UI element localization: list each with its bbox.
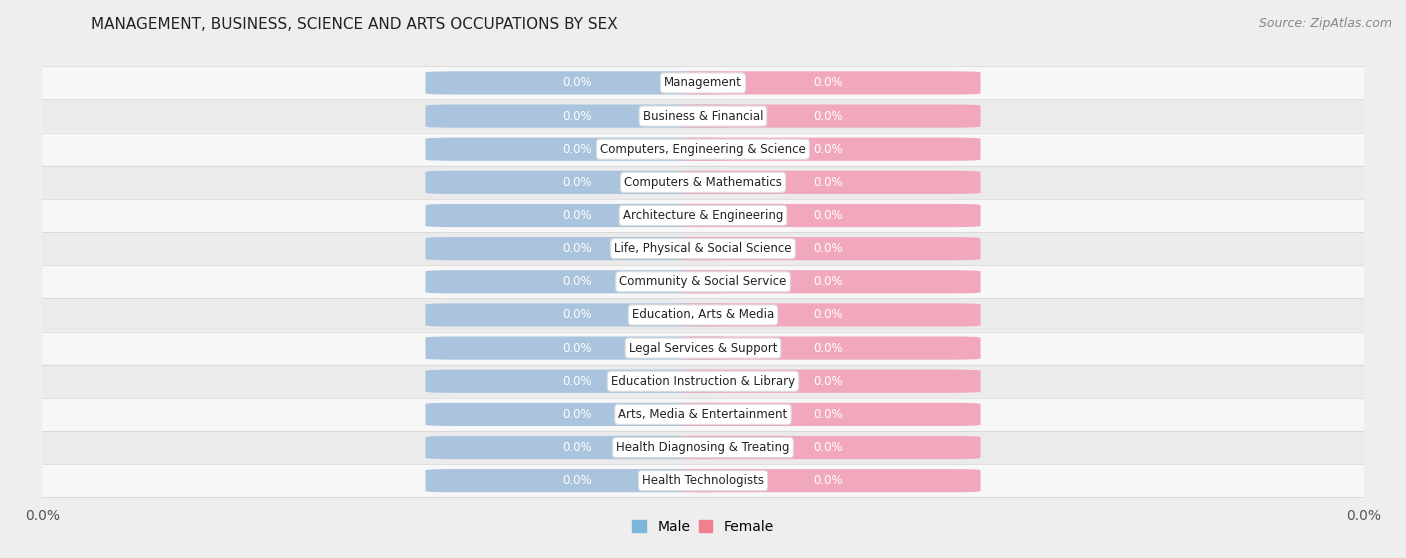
FancyBboxPatch shape (426, 336, 730, 360)
FancyBboxPatch shape (426, 369, 730, 393)
FancyBboxPatch shape (676, 436, 980, 459)
Text: Business & Financial: Business & Financial (643, 109, 763, 123)
FancyBboxPatch shape (426, 469, 730, 492)
FancyBboxPatch shape (426, 237, 730, 260)
Text: 0.0%: 0.0% (814, 375, 844, 388)
FancyBboxPatch shape (676, 403, 980, 426)
Text: MANAGEMENT, BUSINESS, SCIENCE AND ARTS OCCUPATIONS BY SEX: MANAGEMENT, BUSINESS, SCIENCE AND ARTS O… (91, 17, 619, 32)
Text: 0.0%: 0.0% (814, 441, 844, 454)
FancyBboxPatch shape (676, 104, 980, 128)
FancyBboxPatch shape (676, 469, 980, 492)
FancyBboxPatch shape (426, 171, 730, 194)
FancyBboxPatch shape (676, 71, 980, 94)
Text: Computers & Mathematics: Computers & Mathematics (624, 176, 782, 189)
Text: 0.0%: 0.0% (814, 275, 844, 288)
FancyBboxPatch shape (42, 398, 1364, 431)
FancyBboxPatch shape (676, 171, 980, 194)
Text: 0.0%: 0.0% (562, 341, 592, 354)
Text: 0.0%: 0.0% (814, 474, 844, 487)
FancyBboxPatch shape (42, 265, 1364, 299)
FancyBboxPatch shape (426, 104, 730, 128)
FancyBboxPatch shape (42, 464, 1364, 497)
FancyBboxPatch shape (42, 232, 1364, 265)
FancyBboxPatch shape (676, 237, 980, 260)
Text: 0.0%: 0.0% (814, 341, 844, 354)
Text: 0.0%: 0.0% (814, 143, 844, 156)
FancyBboxPatch shape (426, 436, 730, 459)
Text: 0.0%: 0.0% (814, 408, 844, 421)
Text: Legal Services & Support: Legal Services & Support (628, 341, 778, 354)
Text: Architecture & Engineering: Architecture & Engineering (623, 209, 783, 222)
FancyBboxPatch shape (676, 270, 980, 294)
Text: 0.0%: 0.0% (814, 209, 844, 222)
FancyBboxPatch shape (42, 133, 1364, 166)
Text: 0.0%: 0.0% (562, 176, 592, 189)
Text: Arts, Media & Entertainment: Arts, Media & Entertainment (619, 408, 787, 421)
Text: 0.0%: 0.0% (562, 474, 592, 487)
Text: 0.0%: 0.0% (562, 76, 592, 89)
Text: 0.0%: 0.0% (562, 242, 592, 255)
Text: 0.0%: 0.0% (814, 109, 844, 123)
Legend: Male, Female: Male, Female (627, 514, 779, 540)
FancyBboxPatch shape (42, 199, 1364, 232)
Text: Community & Social Service: Community & Social Service (619, 275, 787, 288)
FancyBboxPatch shape (426, 304, 730, 326)
FancyBboxPatch shape (676, 336, 980, 360)
Text: Computers, Engineering & Science: Computers, Engineering & Science (600, 143, 806, 156)
Text: Health Diagnosing & Treating: Health Diagnosing & Treating (616, 441, 790, 454)
Text: 0.0%: 0.0% (562, 309, 592, 321)
Text: Education, Arts & Media: Education, Arts & Media (631, 309, 775, 321)
FancyBboxPatch shape (676, 304, 980, 326)
Text: 0.0%: 0.0% (814, 309, 844, 321)
Text: 0.0%: 0.0% (562, 109, 592, 123)
Text: Education Instruction & Library: Education Instruction & Library (612, 375, 794, 388)
FancyBboxPatch shape (42, 364, 1364, 398)
Text: 0.0%: 0.0% (562, 209, 592, 222)
FancyBboxPatch shape (42, 431, 1364, 464)
FancyBboxPatch shape (426, 138, 730, 161)
FancyBboxPatch shape (426, 204, 730, 227)
FancyBboxPatch shape (426, 270, 730, 294)
Text: Health Technologists: Health Technologists (643, 474, 763, 487)
Text: Management: Management (664, 76, 742, 89)
Text: 0.0%: 0.0% (814, 76, 844, 89)
FancyBboxPatch shape (426, 403, 730, 426)
Text: 0.0%: 0.0% (562, 375, 592, 388)
Text: Life, Physical & Social Science: Life, Physical & Social Science (614, 242, 792, 255)
Text: 0.0%: 0.0% (562, 275, 592, 288)
FancyBboxPatch shape (676, 204, 980, 227)
FancyBboxPatch shape (426, 71, 730, 94)
FancyBboxPatch shape (42, 99, 1364, 133)
FancyBboxPatch shape (42, 166, 1364, 199)
Text: 0.0%: 0.0% (562, 408, 592, 421)
Text: 0.0%: 0.0% (814, 176, 844, 189)
FancyBboxPatch shape (42, 66, 1364, 99)
Text: 0.0%: 0.0% (562, 441, 592, 454)
Text: 0.0%: 0.0% (562, 143, 592, 156)
Text: Source: ZipAtlas.com: Source: ZipAtlas.com (1258, 17, 1392, 30)
FancyBboxPatch shape (676, 138, 980, 161)
FancyBboxPatch shape (676, 369, 980, 393)
FancyBboxPatch shape (42, 331, 1364, 364)
Text: 0.0%: 0.0% (814, 242, 844, 255)
FancyBboxPatch shape (42, 299, 1364, 331)
